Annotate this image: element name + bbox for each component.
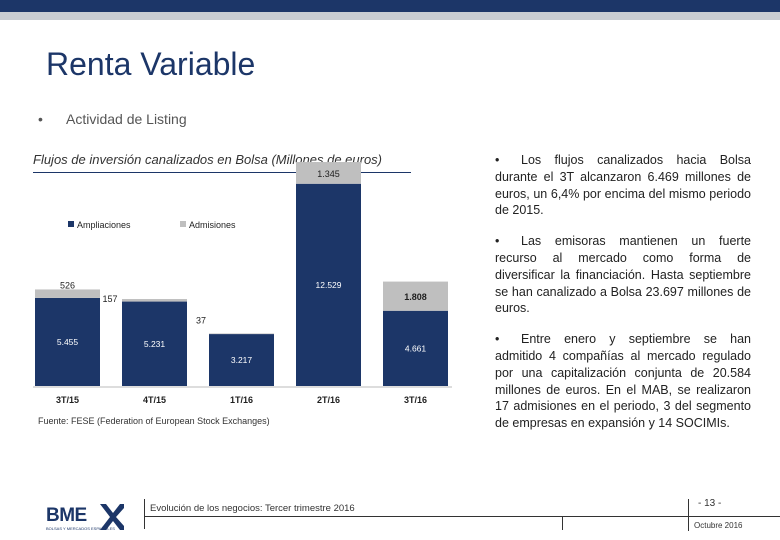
value-label-admisiones: 1.345 xyxy=(317,169,340,179)
value-label-ampliaciones: 5.455 xyxy=(57,337,79,347)
section-bullet-label: Actividad de Listing xyxy=(66,111,187,127)
bar-ampliaciones xyxy=(35,297,100,386)
footer-divider xyxy=(144,499,145,529)
commentary-item: • Entre enero y septiembre se han admitid… xyxy=(495,331,751,432)
legend-label: Ampliaciones xyxy=(77,220,131,230)
category-label: 4T/15 xyxy=(143,395,166,405)
category-label: 1T/16 xyxy=(230,395,253,405)
bullet-icon: • xyxy=(495,234,500,249)
page-number: - 13 - xyxy=(698,498,722,509)
value-label-ampliaciones: 12.529 xyxy=(316,280,342,290)
bullet-icon: • xyxy=(495,153,500,167)
footer-divider xyxy=(144,516,780,517)
page-title: Renta Variable xyxy=(46,46,256,82)
bme-logo-icon xyxy=(100,504,124,530)
chart-title-rule xyxy=(33,172,411,173)
value-label-admisiones: 37 xyxy=(196,315,206,325)
category-label: 3T/16 xyxy=(404,395,427,405)
chart-source: Fuente: FESE (Federation of European Sto… xyxy=(38,416,270,426)
bullet-icon: • xyxy=(38,111,43,127)
legend-swatch xyxy=(180,221,186,227)
value-label-admisiones: 526 xyxy=(60,280,75,290)
footer-divider xyxy=(688,499,689,531)
footer-divider xyxy=(562,516,563,530)
commentary-text: Los flujos canalizados hacia Bolsa duran… xyxy=(495,153,751,218)
category-label: 3T/15 xyxy=(56,395,79,405)
bar-admisiones xyxy=(383,281,448,311)
value-label-ampliaciones: 3.217 xyxy=(231,355,253,365)
value-label-admisiones: 157 xyxy=(102,294,117,304)
legend-label: Admisiones xyxy=(189,220,236,230)
commentary-item: • Los flujos canalizados hacia Bolsa dura… xyxy=(495,152,751,219)
logo-tagline: BOLSAS Y MERCADOS ESPAÑOLES xyxy=(46,526,115,531)
commentary: • Los flujos canalizados hacia Bolsa dura… xyxy=(495,152,751,446)
bar-admisiones xyxy=(209,333,274,335)
value-label-ampliaciones: 4.661 xyxy=(405,343,427,353)
header-band xyxy=(0,0,780,12)
commentary-text: Las emisoras mantienen un fuerte recurso… xyxy=(495,234,751,316)
footer-date: Octubre 2016 xyxy=(694,521,743,530)
bar-ampliaciones xyxy=(296,183,361,386)
legend-swatch xyxy=(68,221,74,227)
bar-admisiones xyxy=(296,162,361,184)
logo-text: BME xyxy=(46,505,87,526)
commentary-text: Entre enero y septiembre se han admitido… xyxy=(495,332,751,431)
bullet-icon: • xyxy=(495,332,500,347)
bar-ampliaciones xyxy=(383,310,448,386)
commentary-item: • Las emisoras mantienen un fuerte recurs… xyxy=(495,233,751,317)
value-label-ampliaciones: 5.231 xyxy=(144,339,166,349)
footer-text: Evolución de los negocios: Tercer trimes… xyxy=(150,503,355,514)
bar-admisiones xyxy=(35,289,100,298)
section-bullet: • Actividad de Listing xyxy=(38,111,187,127)
header-subband xyxy=(0,12,780,20)
bar-ampliaciones xyxy=(209,334,274,386)
bar-admisiones xyxy=(122,299,187,302)
bar-ampliaciones xyxy=(122,301,187,386)
chart-title: Flujos de inversión canalizados en Bolsa… xyxy=(33,152,383,167)
value-label-admisiones: 1.808 xyxy=(404,292,427,302)
category-label: 2T/16 xyxy=(317,395,340,405)
